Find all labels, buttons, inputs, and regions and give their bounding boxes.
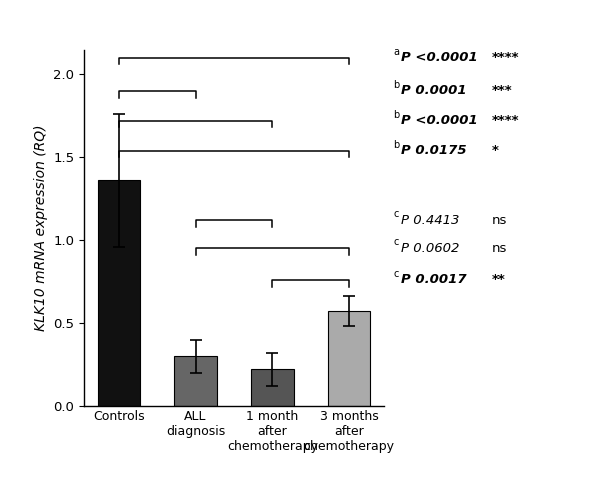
Y-axis label: KLK10 mRNA expression (RQ): KLK10 mRNA expression (RQ): [34, 124, 47, 331]
Text: b: b: [393, 110, 399, 120]
Text: ns: ns: [492, 214, 508, 227]
Text: b: b: [393, 80, 399, 90]
Bar: [251, 369, 293, 406]
Text: c: c: [393, 238, 398, 248]
Bar: [328, 311, 370, 406]
Text: **: **: [492, 273, 506, 287]
Text: P 0.0175: P 0.0175: [401, 144, 466, 157]
Text: ns: ns: [492, 242, 508, 255]
Text: P <0.0001: P <0.0001: [401, 51, 478, 64]
Text: *: *: [492, 144, 499, 157]
Text: a: a: [393, 47, 399, 57]
Text: ****: ****: [492, 51, 520, 64]
Text: c: c: [393, 269, 398, 279]
Text: ****: ****: [492, 114, 520, 127]
Text: P <0.0001: P <0.0001: [401, 114, 478, 127]
Text: P 0.0001: P 0.0001: [401, 85, 466, 98]
Text: P 0.0017: P 0.0017: [401, 273, 466, 287]
Text: b: b: [393, 140, 399, 149]
Text: P 0.4413: P 0.4413: [401, 214, 459, 227]
Text: P 0.0602: P 0.0602: [401, 242, 459, 255]
Bar: [98, 181, 140, 406]
Text: c: c: [393, 209, 398, 219]
Text: ***: ***: [492, 85, 512, 98]
Bar: [175, 356, 217, 406]
